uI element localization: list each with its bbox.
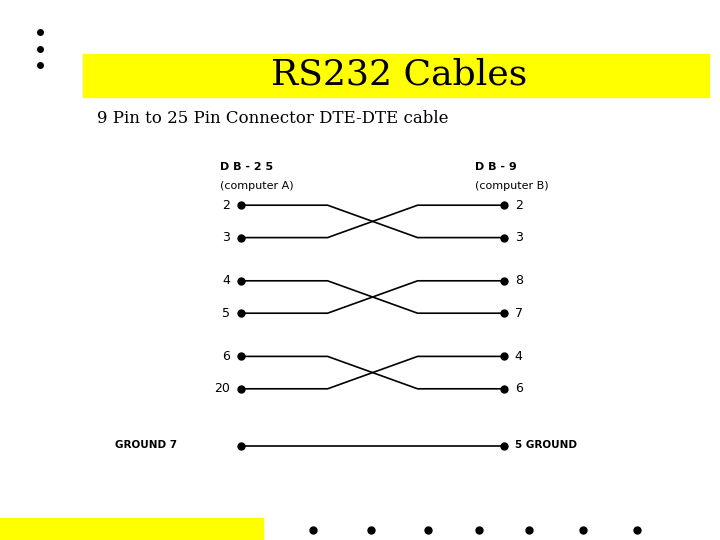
Text: (computer B): (computer B) (475, 181, 549, 191)
Text: 8: 8 (515, 274, 523, 287)
Text: (computer A): (computer A) (220, 181, 293, 191)
Text: 4: 4 (515, 350, 523, 363)
Text: 20: 20 (215, 382, 230, 395)
Bar (0, 518, 263, 540)
Text: 6: 6 (515, 382, 523, 395)
Text: D B - 2 5: D B - 2 5 (220, 163, 273, 172)
Text: 3: 3 (222, 231, 230, 244)
Text: 5: 5 (222, 307, 230, 320)
Text: RS232 Cables: RS232 Cables (271, 58, 528, 91)
Text: 7: 7 (515, 307, 523, 320)
Text: 2: 2 (222, 199, 230, 212)
Text: GROUND 7: GROUND 7 (115, 441, 177, 450)
Text: 9 Pin to 25 Pin Connector DTE-DTE cable: 9 Pin to 25 Pin Connector DTE-DTE cable (97, 110, 449, 127)
Text: 5 GROUND: 5 GROUND (515, 441, 577, 450)
Text: 4: 4 (222, 274, 230, 287)
Text: 3: 3 (515, 231, 523, 244)
Text: 6: 6 (222, 350, 230, 363)
Text: 2: 2 (515, 199, 523, 212)
Text: D B - 9: D B - 9 (475, 163, 517, 172)
Bar (83, 54, 709, 97)
